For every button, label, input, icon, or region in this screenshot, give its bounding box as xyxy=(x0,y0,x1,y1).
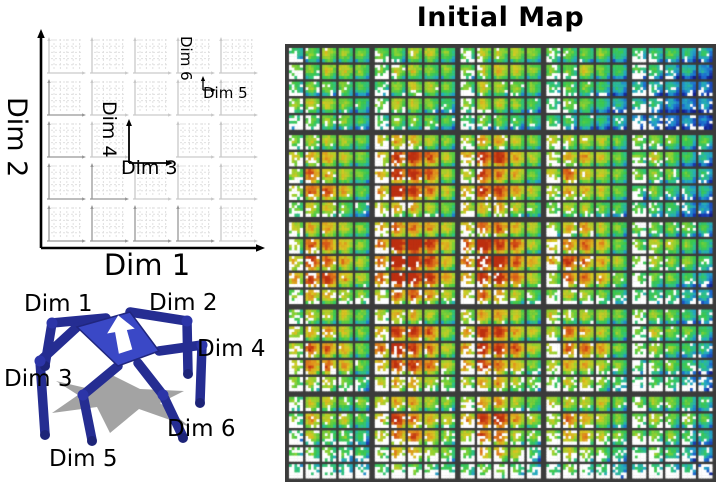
robot-hip-joints xyxy=(34,315,208,401)
map-title: Initial Map xyxy=(416,2,585,33)
robot-label-dim3: Dim 3 xyxy=(4,366,73,392)
robot-label-dim1: Dim 1 xyxy=(24,291,93,317)
robot-label-dim6: Dim 6 xyxy=(167,416,236,442)
axis-label-dim4: Dim 4 xyxy=(98,101,120,158)
robot-label-dim5: Dim 5 xyxy=(49,446,118,472)
robot-forward-arrow-icon xyxy=(107,315,135,354)
robot-feet xyxy=(40,361,205,446)
axis-label-dim1: Dim 1 xyxy=(103,248,191,282)
initial-map-heatmap xyxy=(285,44,716,482)
nested-axes-diagram xyxy=(37,29,265,252)
hexapod-robot-image xyxy=(34,307,208,446)
robot-label-dim2: Dim 2 xyxy=(149,290,218,316)
robot-label-dim4: Dim 4 xyxy=(197,336,266,362)
axis-label-dim2: Dim 2 xyxy=(1,97,32,178)
axis-label-dim6: Dim 6 xyxy=(177,36,195,81)
axis-label-dim5: Dim 5 xyxy=(203,84,248,102)
axis-label-dim3: Dim 3 xyxy=(121,157,178,179)
